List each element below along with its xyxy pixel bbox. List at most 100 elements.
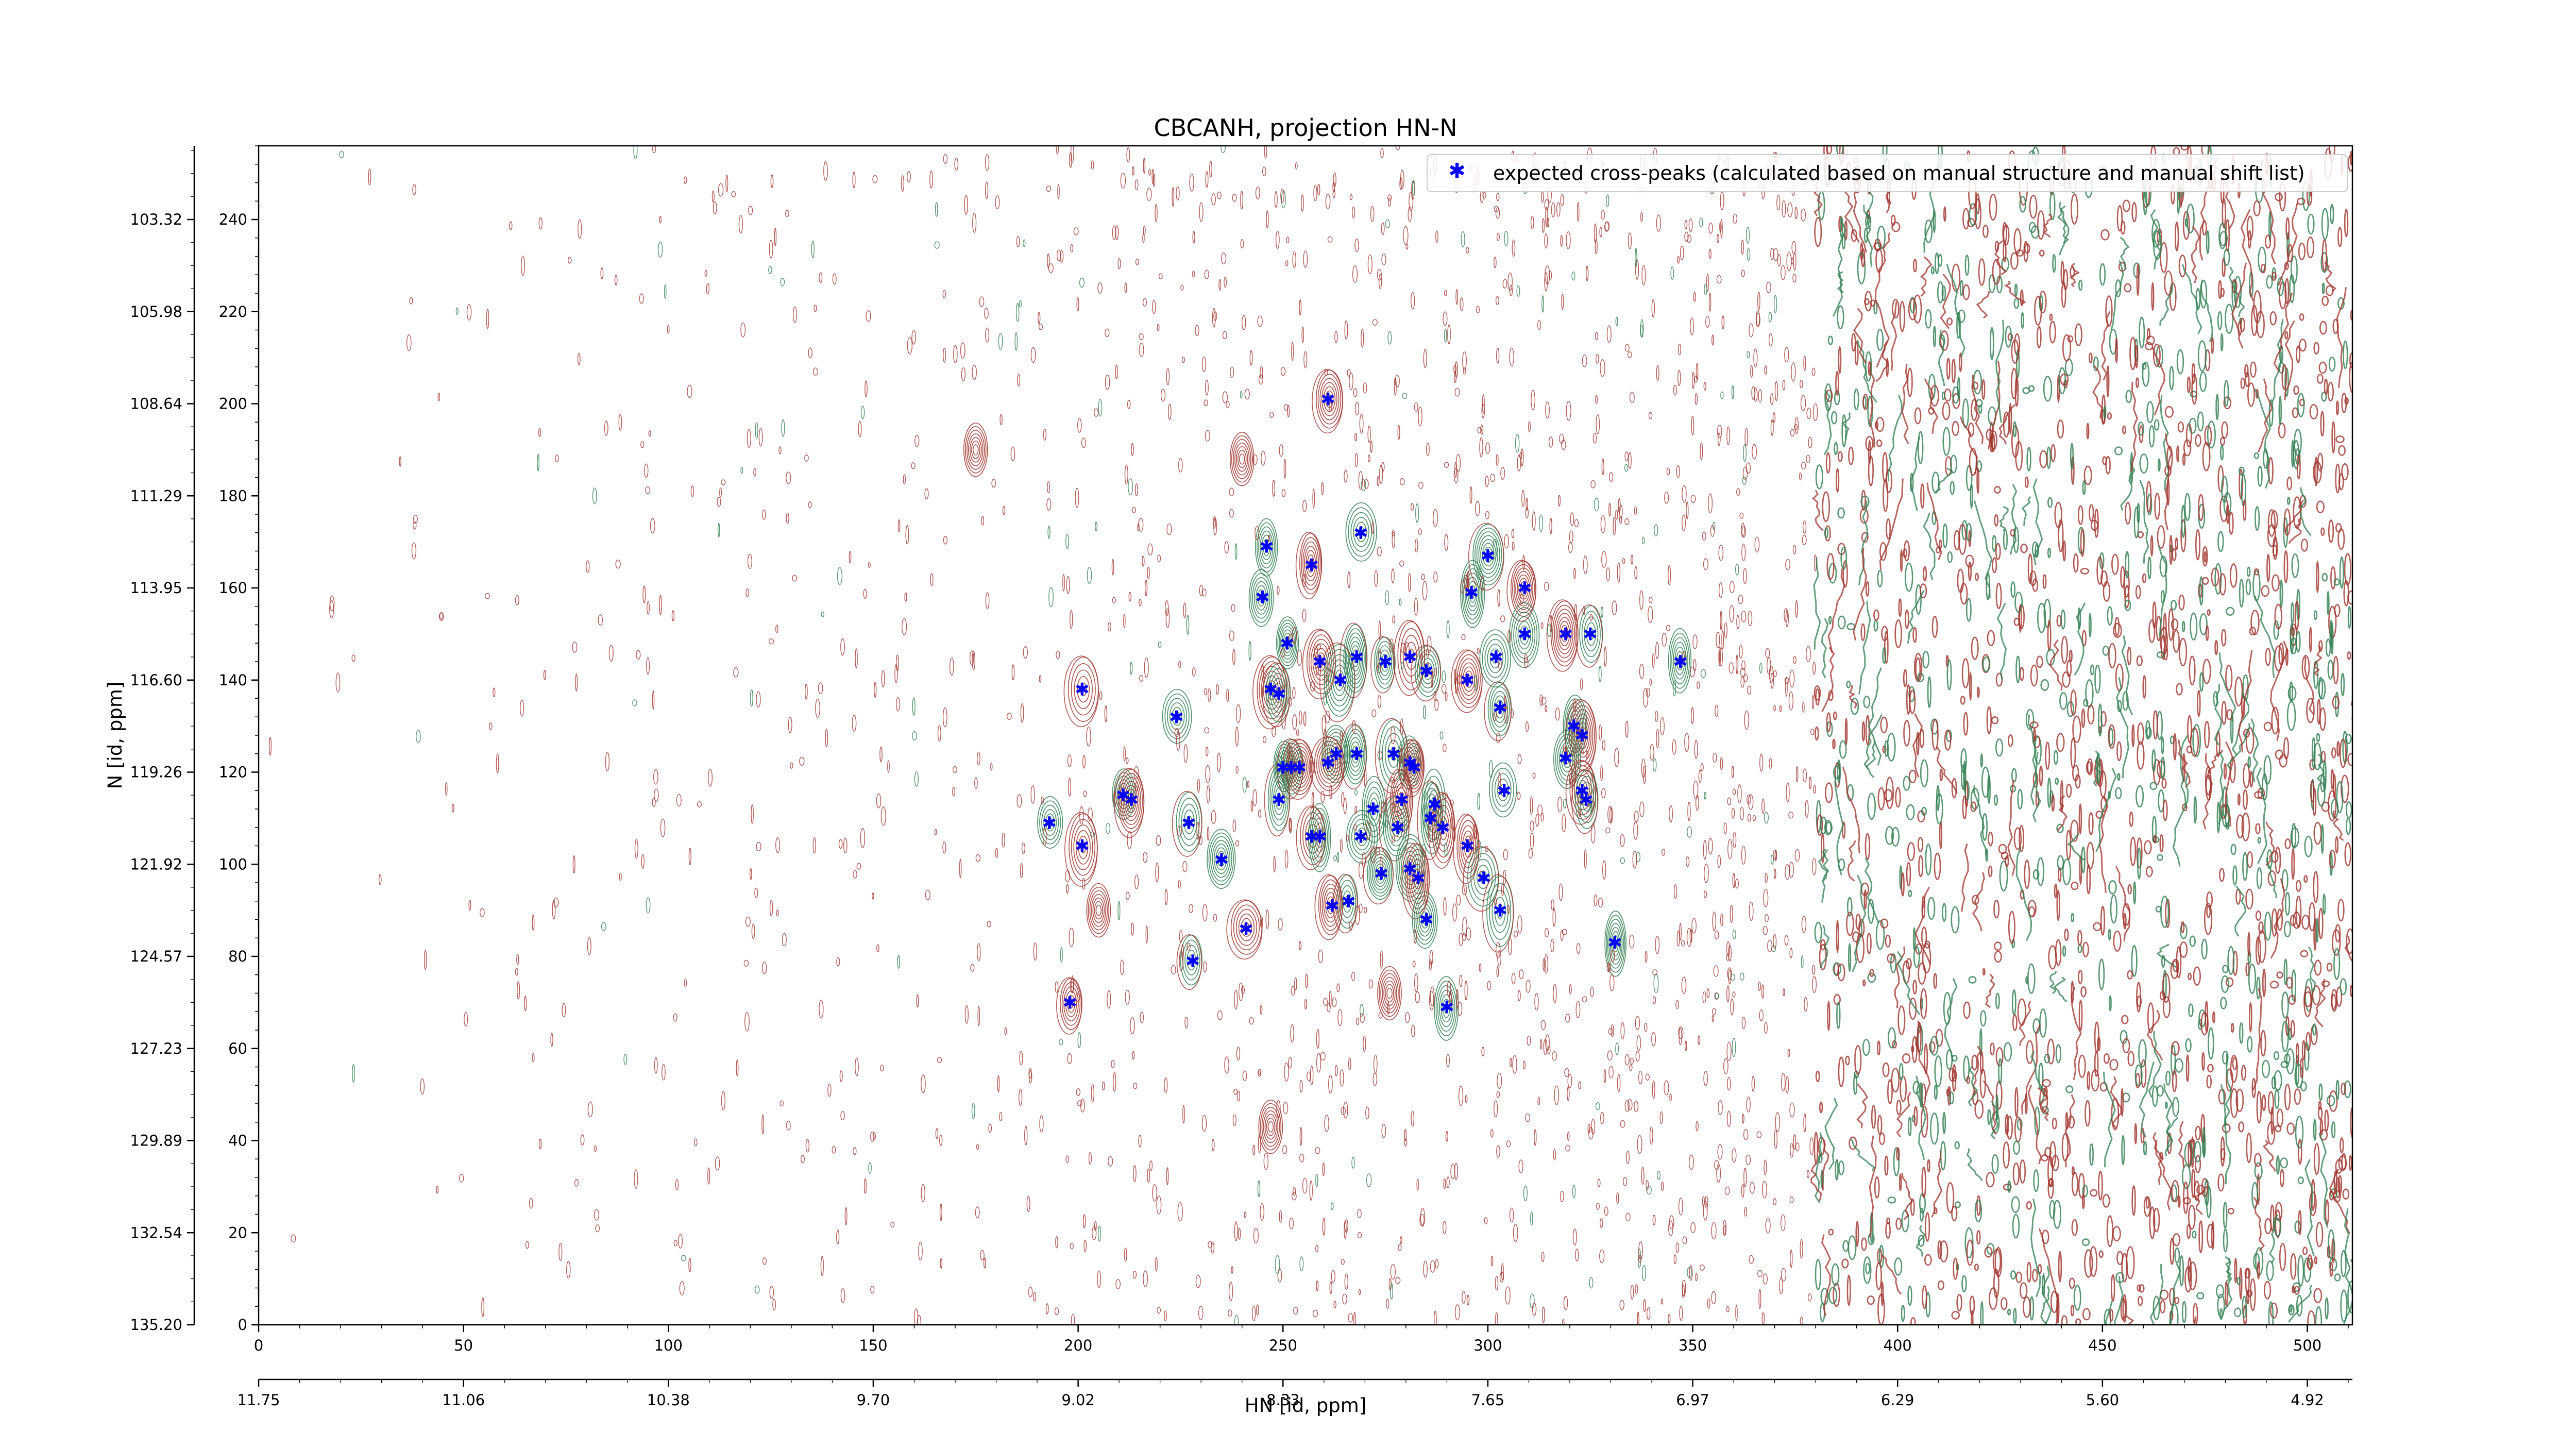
- noise-contour: [1651, 1032, 1656, 1047]
- noise-contour: [1015, 302, 1020, 322]
- noise-contour: [1323, 998, 1328, 1006]
- noise-contour: [1896, 1100, 1902, 1116]
- noise-contour: [1899, 301, 1905, 332]
- y-tick-label: 40: [228, 1132, 247, 1150]
- noise-contour: [1748, 794, 1754, 810]
- peak-contour: [1186, 815, 1192, 829]
- noise-contour: [1724, 1186, 1730, 1195]
- noise-contour: [2156, 1085, 2164, 1097]
- noise-contour: [1693, 780, 1699, 800]
- noise-contour: [1947, 551, 1953, 563]
- noise-contour: [1805, 800, 1809, 818]
- noise-contour: [2054, 501, 2062, 528]
- noise-contour: [1636, 1035, 1641, 1051]
- peak-contour: [1376, 641, 1394, 685]
- peak-contour: [1428, 791, 1455, 869]
- noise-contour: [1733, 832, 1737, 849]
- noise-contour: [1836, 919, 1839, 953]
- noise-contour: [1257, 1180, 1261, 1198]
- noise-contour: [2281, 1021, 2289, 1053]
- noise-contour: [493, 687, 496, 697]
- noise-contour: [808, 347, 812, 359]
- noise-contour: [1653, 973, 1659, 993]
- noise-contour: [2326, 1095, 2335, 1106]
- noise-contour: [2007, 333, 2013, 341]
- noise-contour: [1907, 367, 1913, 397]
- noise-contour: [688, 848, 691, 866]
- cross-peak-point: ✱: [1329, 744, 1344, 765]
- noise-contour: [2170, 599, 2177, 611]
- noise-contour: [2316, 561, 2319, 593]
- noise-contour: [2080, 568, 2090, 575]
- hn-ppm-tick-label: 9.02: [1061, 1391, 1095, 1409]
- noise-contour: [1823, 389, 1832, 456]
- noise-contour: [1779, 1277, 1783, 1294]
- noise-contour: [2098, 1250, 2104, 1258]
- noise-contour: [2062, 858, 2072, 886]
- noise-contour: [1224, 541, 1229, 554]
- noise-contour: [1390, 726, 1396, 745]
- noise-contour: [1459, 974, 1463, 987]
- noise-contour: [2201, 1052, 2205, 1071]
- noise-contour: [1624, 464, 1629, 472]
- noise-contour: [1555, 707, 1560, 721]
- peak-contour: [1588, 628, 1594, 641]
- noise-contour: [2193, 966, 2201, 986]
- noise-contour: [713, 201, 717, 214]
- noise-contour: [1181, 356, 1185, 363]
- noise-contour: [1637, 1311, 1639, 1325]
- noise-contour: [1211, 1139, 1215, 1151]
- cross-peak-point: ✱: [1395, 790, 1410, 811]
- noise-contour: [2007, 1180, 2011, 1193]
- peak-contour: [1308, 803, 1331, 872]
- noise-contour: [1543, 1039, 1548, 1055]
- noise-contour: [2225, 977, 2234, 987]
- noise-contour: [1431, 669, 1433, 688]
- noise-contour: [1521, 490, 1525, 507]
- noise-contour: [2071, 881, 2079, 890]
- noise-contour: [715, 1156, 720, 1171]
- noise-contour: [1919, 1082, 1923, 1108]
- noise-contour: [1606, 325, 1612, 343]
- cross-peak-point: ✱: [1407, 758, 1422, 779]
- noise-contour: [1447, 324, 1451, 345]
- noise-contour: [1866, 933, 1872, 954]
- noise-contour: [1638, 1241, 1643, 1260]
- noise-contour: [1496, 966, 1499, 978]
- noise-contour: [2317, 698, 2321, 725]
- noise-contour: [2257, 1261, 2260, 1280]
- cross-peak-point: ✱: [1304, 555, 1319, 576]
- noise-contour: [1596, 414, 1600, 434]
- noise-contour: [1703, 1070, 1708, 1086]
- noise-contour: [1528, 421, 1531, 432]
- noise-contour: [2340, 978, 2347, 996]
- noise-contour: [1390, 777, 1395, 784]
- noise-contour: [1812, 857, 1817, 875]
- noise-contour: [1942, 523, 1948, 548]
- noise-contour: [1060, 947, 1063, 963]
- noise-contour: [2010, 529, 2015, 537]
- cross-peak-markers: ✱✱✱✱ ✱✱ ✱✱✱✱ ✱✱ ✱✱✱ ✱✱✱ ✱ ✱✱✱✱✱✱✱ ✱✱✱ ✱✱✱✱✱✱ ✱✱ ✱✱ ✱…: [1042, 390, 1688, 1018]
- noise-contour: [1509, 1207, 1514, 1223]
- noise-contour: [1766, 281, 1771, 293]
- noise-contour: [1164, 889, 1168, 905]
- noise-contour: [964, 195, 969, 215]
- noise-contour: [1489, 760, 1493, 779]
- peak-contour: [1441, 822, 1446, 835]
- noise-contour: [890, 1221, 895, 1228]
- noise-contour: [1924, 1212, 1930, 1242]
- peak-contour: [1469, 585, 1476, 603]
- peak-contour: [1162, 689, 1192, 744]
- peak-contour: [1239, 453, 1245, 465]
- noise-contour: [1039, 1115, 1044, 1133]
- noise-contour: [2021, 312, 2024, 329]
- noise-contour: [1315, 666, 1319, 676]
- noise-contour: [1748, 610, 1753, 627]
- noise-contour: [1891, 1068, 1900, 1093]
- noise-contour: [868, 1162, 872, 1174]
- peak-contour: [1284, 636, 1291, 650]
- noise-contour: [1087, 566, 1092, 584]
- noise-contour: [1815, 1259, 1821, 1290]
- cross-peak-point: ✱: [1116, 785, 1131, 806]
- noise-contour: [2220, 333, 2224, 351]
